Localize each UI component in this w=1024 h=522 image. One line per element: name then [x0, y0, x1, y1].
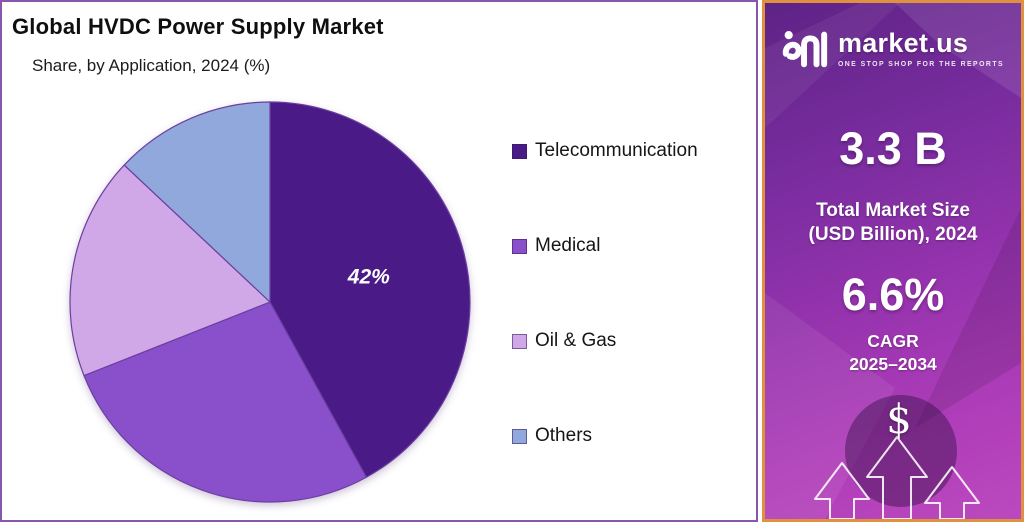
cagr-value: 6.6%: [841, 269, 945, 320]
pie-chart: 42%: [69, 101, 471, 503]
brand-name: market.us: [837, 28, 969, 58]
market-size-value: 3.3 B: [839, 123, 947, 174]
legend-item-telecommunication: Telecommunication: [512, 140, 698, 162]
legend-label: Oil & Gas: [535, 330, 617, 351]
legend-item-oil-gas: Oil & Gas: [512, 330, 698, 352]
market-size-label: Total Market Size (USD Billion), 2024: [765, 199, 1021, 247]
dollar-disc: [845, 395, 957, 507]
legend-item-medical: Medical: [512, 235, 698, 257]
legend-label: Telecommunication: [535, 140, 698, 161]
legend-label: Medical: [535, 235, 601, 256]
chart-legend: Telecommunication Medical Oil & Gas Others: [512, 140, 698, 520]
pie-slice-telecommunication: [269, 101, 471, 478]
legend-swatch-icon: [512, 238, 527, 254]
chart-subtitle: Share, by Application, 2024 (%): [32, 56, 271, 75]
legend-label: Others: [535, 425, 593, 446]
legend-swatch-icon: [512, 428, 527, 444]
growth-arrows-icon: [814, 436, 980, 519]
legend-swatch-icon: [512, 143, 527, 159]
market-us-logo-icon: [782, 30, 828, 68]
pie-slice-medical: [83, 301, 367, 503]
dollar-icon: $: [886, 397, 912, 443]
cagr-label-line1: CAGR: [867, 331, 919, 351]
pie-slice-value-label: 42%: [347, 266, 390, 289]
brand-logo: market.us ONE STOP SHOP FOR THE REPORTS: [765, 27, 1021, 71]
brand-sidebar: market.us ONE STOP SHOP FOR THE REPORTS …: [762, 0, 1024, 522]
cagr-label: CAGR 2025–2034: [765, 330, 1021, 376]
sidebar-decor: [765, 3, 1021, 519]
brand-tagline: ONE STOP SHOP FOR THE REPORTS: [837, 61, 1005, 68]
legend-item-others: Others: [512, 425, 698, 447]
chart-panel: Global HVDC Power Supply Market Share, b…: [0, 0, 758, 522]
market-size-label-line2: (USD Billion), 2024: [808, 223, 978, 245]
pie-slice-oil-gas: [69, 164, 271, 377]
chart-title: Global HVDC Power Supply Market: [12, 14, 384, 39]
pie-slice-others: [123, 101, 271, 303]
cagr-label-line2: 2025–2034: [849, 353, 937, 374]
market-size-label-line1: Total Market Size: [816, 200, 970, 221]
legend-swatch-icon: [512, 333, 527, 349]
